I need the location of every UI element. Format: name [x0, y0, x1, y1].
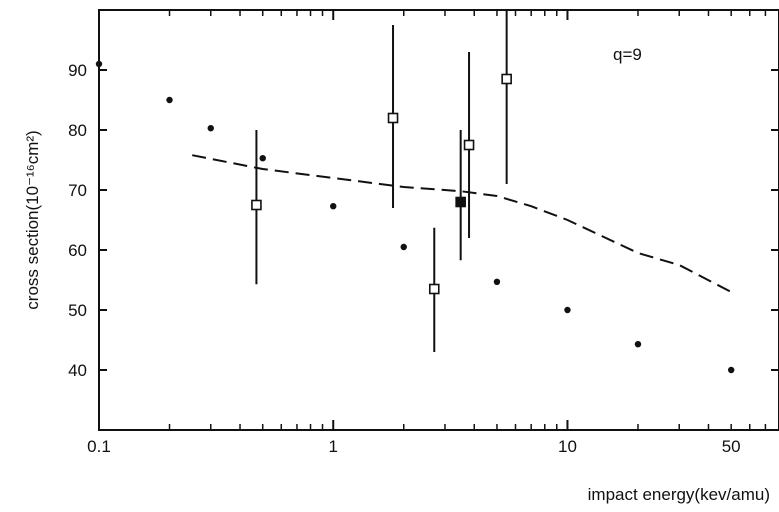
y-tick-label: 70	[68, 181, 87, 200]
data-point-dot	[493, 278, 501, 285]
x-tick-label: 10	[558, 437, 577, 456]
data-point-dot	[207, 125, 214, 132]
data-point-filled-square	[455, 196, 466, 208]
data-point-dot	[95, 60, 103, 68]
data-point-open-square	[501, 73, 512, 85]
y-tick-label: 40	[68, 361, 87, 380]
y-tick-label: 50	[68, 301, 87, 320]
data-point-dot	[166, 96, 173, 104]
plot-frame	[98, 9, 779, 431]
data-point-dot	[330, 203, 337, 210]
data-point-open-square	[387, 112, 399, 124]
data-point-dot	[400, 243, 407, 251]
x-tick-label: 50	[722, 437, 741, 456]
data-point-open-square	[251, 199, 262, 211]
theory-dashed-curve	[192, 154, 732, 293]
y-tick-label: 80	[68, 121, 87, 140]
x-tick-label: 0.1	[87, 437, 111, 456]
data-point-dot	[634, 341, 642, 348]
data-point-dot	[259, 155, 266, 162]
x-tick-label: 1	[328, 437, 337, 456]
y-axis-title: cross section(10⁻¹⁶cm²)	[23, 130, 42, 309]
x-axis-title: impact energy(kev/amu)	[588, 485, 770, 504]
y-tick-label: 60	[68, 241, 87, 260]
data-point-dot	[564, 306, 571, 314]
data-point-open-square	[428, 283, 440, 295]
data-point-dot	[727, 366, 735, 374]
charge-state-annotation: q=9	[613, 45, 642, 64]
y-tick-label: 90	[68, 61, 87, 80]
data-point-open-square	[463, 139, 475, 151]
